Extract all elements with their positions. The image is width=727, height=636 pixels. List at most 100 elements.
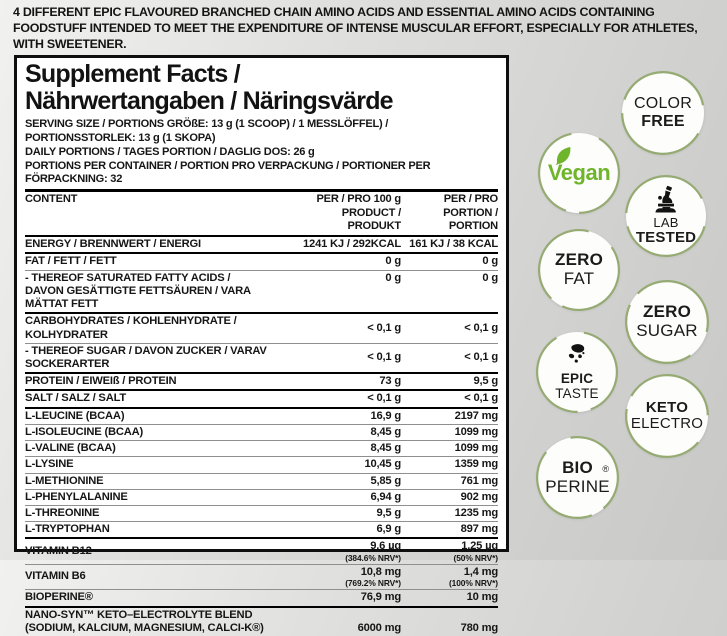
- value-per-portion: 1359 mg: [454, 458, 499, 471]
- row-per-100g-value: 6,94 g: [287, 491, 401, 504]
- badge-keto-electro: KETO ELECTRO: [625, 374, 709, 458]
- table-row: L-LEUCINE (BCAA) 16,9 g 2197 mg: [25, 409, 498, 425]
- table-row: L-TRYPTOPHAN 6,9 g 897 mg: [25, 522, 499, 540]
- row-per-100g-value: 0 g: [287, 272, 401, 285]
- row-per-100g-value: 9,5 g: [287, 507, 402, 520]
- value-per-portion: 1,25 µg: [461, 540, 498, 553]
- row-per-portion-value: 902 mg: [401, 490, 499, 504]
- table-row: L-METHIONINE 5,85 g 761 mg: [25, 474, 498, 490]
- row-per-portion-value: 10 mg: [401, 591, 499, 604]
- badge-epic-taste-line1: EPIC: [560, 371, 594, 387]
- badge-bio-perine: BIO PERINE ®: [536, 436, 619, 519]
- row-label: FAT / FETT / FETT: [25, 255, 287, 268]
- row-label-line1: L-THREONINE: [25, 506, 100, 519]
- table-row: L-THREONINE 9,5 g 1235 mg: [25, 506, 499, 523]
- badge-color-free-line1: COLOR: [634, 95, 692, 113]
- badge-ring: [538, 132, 620, 214]
- row-per-100g-value: 6,9 g: [287, 523, 402, 536]
- table-row: VITAMIN B6 10,8 mg (769.2% NRV*) 1,4 mg …: [25, 565, 498, 591]
- value-per-portion: 1235 mg: [454, 506, 499, 519]
- row-per-portion-value: 1235 mg: [401, 506, 499, 520]
- value-per-100g: < 0,1 g: [367, 392, 401, 405]
- value-per-portion: 0 g: [482, 271, 498, 284]
- row-label-line1: SALT / SALZ / SALT: [25, 392, 127, 405]
- value-per-100g: 10,45 g: [364, 458, 401, 471]
- row-label-line1: VITAMIN B6: [25, 570, 86, 583]
- badge-ring: [625, 280, 709, 364]
- badge-lab-tested-line1: LAB: [653, 215, 679, 231]
- row-per-portion-value: < 0,1 g: [401, 351, 498, 364]
- table-row: CARBOHYDRATES / KOHLENHYDRATE / KOLHYDRA…: [25, 314, 498, 344]
- badge-ring: [625, 374, 709, 458]
- row-label: L-PHENYLALANINE: [25, 491, 287, 504]
- row-per-100g-value: 16,9 g: [287, 410, 401, 423]
- column-per-100g: PER / PRO 100 g PRODUCT / PRODUKT: [287, 193, 401, 233]
- badge-zero-sugar-line1: ZERO: [642, 302, 692, 322]
- row-per-portion-value: < 0,1 g: [401, 392, 498, 405]
- badge-color-free: COLOR FREE: [621, 71, 705, 155]
- value-per-portion: 897 mg: [460, 523, 499, 536]
- badge-zero-fat-line1: ZERO: [554, 250, 604, 270]
- value-per-100g: < 0,1 g: [367, 351, 401, 364]
- table-row: ENERGY / BRENNWERT / ENERGI 1241 KJ / 29…: [25, 237, 498, 255]
- badge-epic-taste: EPIC TASTE: [536, 331, 618, 413]
- row-per-100g-value: 0 g: [287, 255, 401, 268]
- microscope-icon: [655, 185, 676, 213]
- row-per-100g-value: < 0,1 g: [287, 322, 401, 335]
- value-per-portion: 902 mg: [460, 490, 499, 503]
- row-per-100g-value: 1241 KJ / 292KCAL: [287, 238, 401, 251]
- table-row: SALT / SALZ / SALT < 0,1 g < 0,1 g: [25, 391, 498, 409]
- table-row: - THEREOF SUGAR / DAVON ZUCKER / VARAV S…: [25, 344, 498, 375]
- row-label-line2: DAVON GESÄTTIGTE FETTSÄUREN / VARA MÄTTA…: [25, 284, 251, 311]
- value-per-portion: 2197 mg: [454, 409, 499, 422]
- row-per-100g-value: 76,9 mg: [287, 591, 401, 604]
- row-label-line1: NANO-SYN™ KETO–ELECTROLYTE BLEND: [25, 608, 253, 621]
- row-label-line1: L-ISOLEUCINE (BCAA): [25, 425, 144, 438]
- value-per-portion-nrv: (100% NRV*): [448, 578, 498, 589]
- row-label: VITAMIN B12: [25, 545, 287, 558]
- value-per-portion: < 0,1 g: [464, 321, 498, 334]
- badge-lab-tested: LAB TESTED: [625, 175, 707, 257]
- row-label-line1: L-TRYPTOPHAN: [25, 523, 110, 536]
- row-label-line1: L-LYSINE: [25, 458, 74, 471]
- badge-ring: [536, 436, 619, 519]
- value-per-100g-nrv: (384.6% NRV*): [345, 552, 401, 563]
- row-label-line2: (SODIUM, KALCIUM, MAGNESIUM, CALCI-K®): [25, 621, 264, 634]
- row-label: L-METHIONINE: [25, 475, 287, 488]
- row-per-portion-value: 2197 mg: [401, 409, 499, 423]
- table-row: - THEREOF SATURATED FATTY ACIDS / DAVON …: [25, 271, 498, 315]
- value-per-100g: 9,6 µg: [370, 540, 401, 553]
- panel-title-line1: Supplement Facts /: [25, 60, 241, 88]
- value-per-100g: 8,45 g: [370, 425, 401, 438]
- table-row: L-LYSINE 10,45 g 1359 mg: [25, 457, 499, 474]
- badge-ring: [536, 331, 618, 413]
- table-row: L-ISOLEUCINE (BCAA) 8,45 g 1099 mg: [25, 425, 498, 442]
- value-per-portion-nrv: (50% NRV*): [453, 552, 499, 563]
- value-per-100g: 6,94 g: [370, 490, 401, 503]
- column-per-100g-line2: PRODUCT / PRODUKT: [341, 206, 401, 232]
- row-label-line1: L-PHENYLALANINE: [25, 490, 128, 503]
- row-per-100g-value: 5,85 g: [287, 475, 401, 488]
- value-per-100g: < 0,1 g: [367, 321, 401, 334]
- value-per-100g: 76,9 mg: [360, 591, 401, 604]
- badge-epic-taste-line2: TASTE: [555, 386, 599, 401]
- supplement-facts-panel: Supplement Facts / Nährwertangaben / När…: [14, 55, 509, 634]
- serving-info: SERVING SIZE / PORTIONS GRÖßE: 13 g (1 S…: [25, 118, 498, 187]
- row-label: L-LEUCINE (BCAA): [25, 410, 287, 423]
- table-row: L-VALINE (BCAA) 8,45 g 1099 mg: [25, 441, 498, 458]
- row-per-portion-value: 9,5 g: [401, 375, 499, 388]
- value-per-100g: 73 g: [379, 375, 401, 388]
- row-per-100g-value: < 0,1 g: [287, 392, 401, 405]
- row-label: NANO-SYN™ KETO–ELECTROLYTE BLEND (SODIUM…: [25, 609, 287, 635]
- value-per-portion: 9,5 g: [473, 375, 499, 388]
- leaf-icon: [555, 147, 571, 166]
- column-content: CONTENT: [25, 193, 78, 206]
- table-row: PROTEIN / EIWEIß / PROTEIN 73 g 9,5 g: [25, 374, 499, 392]
- row-label: CARBOHYDRATES / KOHLENHYDRATE / KOLHYDRA…: [25, 315, 287, 341]
- row-per-100g-value: 10,45 g: [287, 458, 401, 471]
- row-label-line1: FAT / FETT / FETT: [25, 255, 117, 268]
- intro-description: 4 DIFFERENT EPIC FLAVOURED BRANCHED CHAI…: [13, 5, 698, 52]
- value-per-portion: < 0,1 g: [464, 351, 498, 364]
- vegan-label: Vegan: [547, 160, 611, 185]
- value-per-portion: < 0,1 g: [464, 392, 498, 405]
